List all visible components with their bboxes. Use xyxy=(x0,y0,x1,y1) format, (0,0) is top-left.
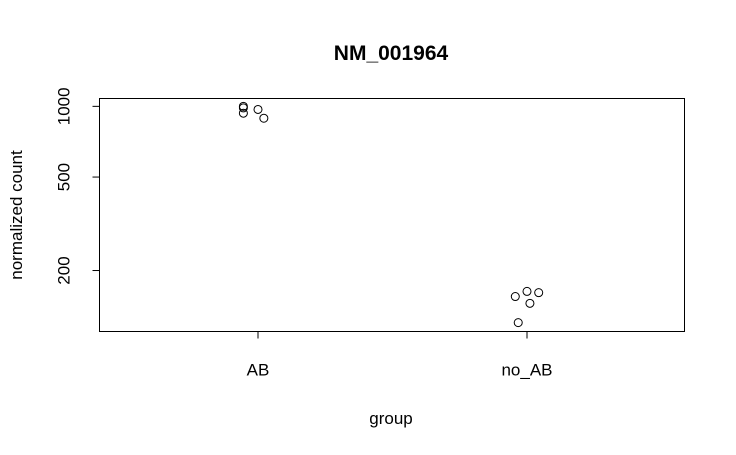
data-point xyxy=(510,292,520,302)
y-axis-label: normalized count xyxy=(7,150,26,280)
chart-title: NM_001964 xyxy=(334,42,449,65)
y-axis: 200 500 1000 xyxy=(55,87,100,285)
data-point xyxy=(522,286,532,296)
data-points xyxy=(238,101,544,328)
y-tick-label: 200 xyxy=(55,256,74,284)
data-point xyxy=(534,288,544,298)
data-point xyxy=(513,318,523,328)
data-point xyxy=(253,104,263,114)
x-axis: AB no_AB xyxy=(247,331,553,380)
data-point xyxy=(238,108,248,118)
data-point xyxy=(238,103,248,113)
plot-frame xyxy=(99,98,685,332)
x-tick-label: no_AB xyxy=(501,361,552,380)
x-tick-label: AB xyxy=(247,361,270,380)
data-point xyxy=(259,113,269,123)
data-point xyxy=(525,298,535,308)
y-tick-label: 1000 xyxy=(55,87,74,125)
y-tick-label: 500 xyxy=(55,163,74,191)
x-axis-label: group xyxy=(369,409,412,428)
